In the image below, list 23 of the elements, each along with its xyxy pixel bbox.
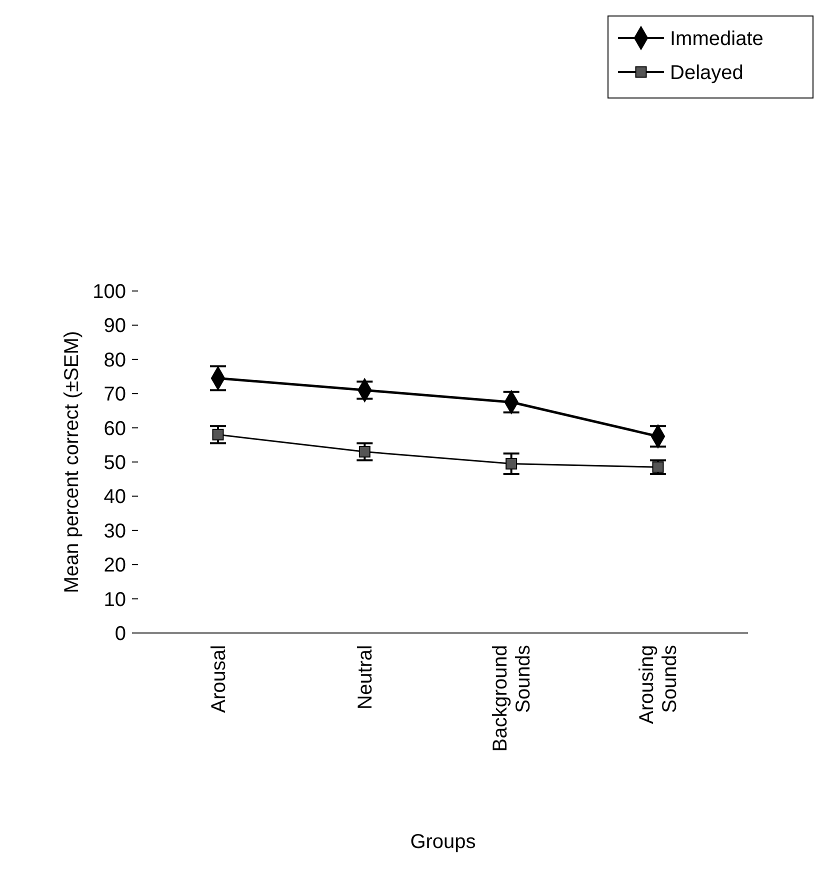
x-tick-label: Arousing Sounds <box>636 645 681 724</box>
y-tick-label: 100 <box>92 281 126 303</box>
y-tick-label: 20 <box>104 554 126 577</box>
y-axis-title: Mean percent correct (±SEM) <box>61 330 83 594</box>
y-tick-label: 30 <box>104 520 126 542</box>
y-tick-label: 50 <box>104 452 126 474</box>
x-tick-label: Background Sounds <box>489 645 534 752</box>
y-tick-label: 60 <box>104 418 126 440</box>
y-tick-label: 80 <box>104 349 126 372</box>
x-axis-title: Groups <box>410 831 476 853</box>
point <box>358 446 370 458</box>
y-tick-label: 70 <box>104 384 126 406</box>
y-tick-label: 40 <box>104 486 126 508</box>
y-tick-label: 90 <box>104 315 126 338</box>
x-tick-label: Arousal <box>208 645 230 713</box>
y-tick-label: 10 <box>104 588 126 611</box>
point <box>212 428 224 440</box>
legend-label: Delayed <box>670 62 744 84</box>
x-tick-label: Neutral <box>354 645 377 710</box>
legend-label: Immediate <box>670 28 764 50</box>
y-tick-label: 0 <box>114 623 126 645</box>
point <box>506 458 518 470</box>
point <box>652 461 664 473</box>
